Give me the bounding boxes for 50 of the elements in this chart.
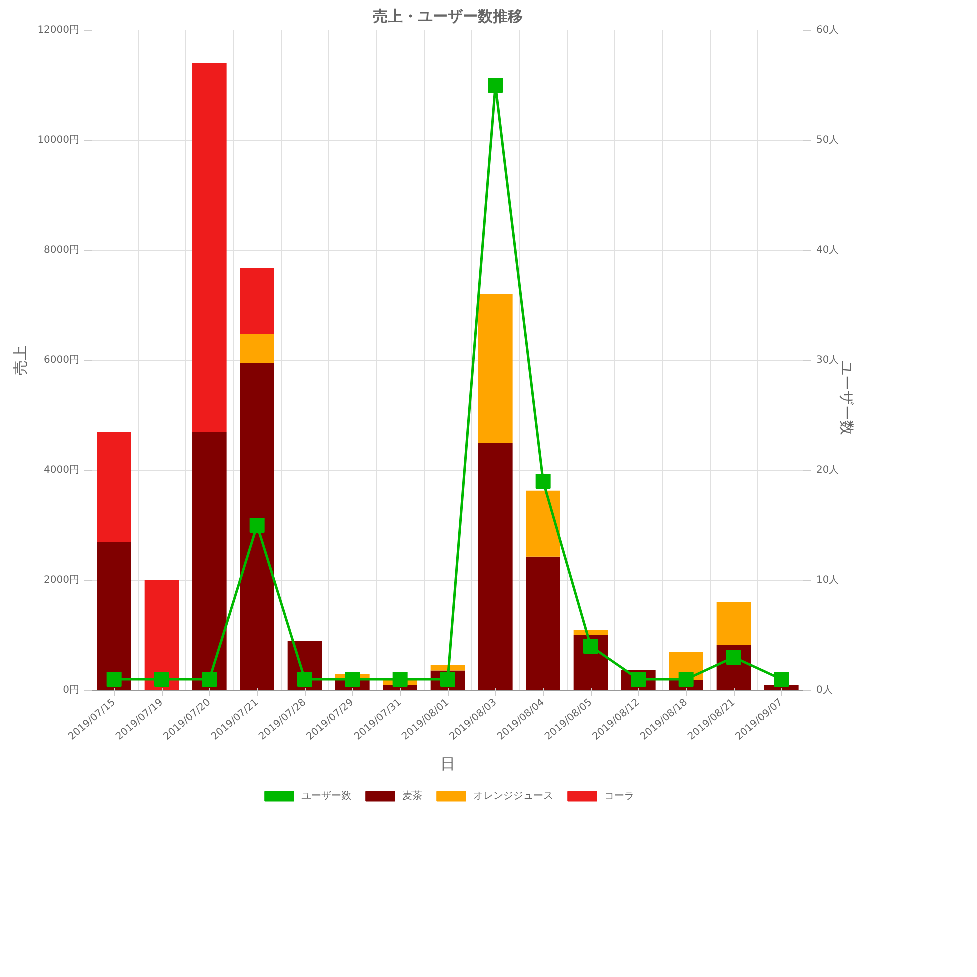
point — [298, 672, 312, 687]
bar — [478, 294, 513, 443]
bar — [192, 432, 227, 690]
point — [726, 650, 742, 665]
y-tick-label: 2000円 — [44, 575, 80, 586]
point — [202, 672, 218, 687]
point — [536, 474, 551, 489]
y2-tick-label: 40人 — [816, 245, 840, 256]
legend-label: 麦茶 — [402, 790, 422, 803]
bar — [526, 490, 560, 557]
point — [345, 672, 360, 687]
bar — [478, 443, 513, 690]
bar — [97, 542, 132, 690]
point — [250, 518, 265, 533]
legend-label: オレンジジュース — [474, 790, 554, 803]
point — [774, 672, 790, 687]
chart-title: 売上・ユーザー数推移 — [373, 8, 523, 26]
bar — [430, 665, 466, 671]
x-axis-title: 日 — [440, 755, 456, 774]
y-axis-title: 売上 — [12, 346, 30, 376]
bar — [192, 64, 227, 432]
point — [392, 672, 408, 687]
y-tick-label: 4000円 — [44, 465, 80, 476]
y-tick-label: 10000円 — [38, 135, 80, 146]
y2-tick-label: 30人 — [816, 355, 840, 366]
bar — [240, 268, 274, 334]
point — [584, 639, 598, 654]
legend-label: コーラ — [604, 790, 634, 803]
point — [488, 78, 504, 93]
point — [154, 672, 170, 687]
y2-tick-label: 50人 — [816, 135, 840, 146]
bar — [526, 556, 560, 690]
y-tick-label: 12000円 — [38, 25, 80, 36]
point — [106, 672, 122, 687]
bar — [574, 630, 608, 636]
y2-axis-title: ユーザー数 — [838, 360, 856, 436]
bar — [97, 432, 132, 542]
bar — [144, 580, 180, 690]
y2-tick-label: 0人 — [816, 685, 833, 696]
y2-tick-label: 10人 — [816, 575, 840, 586]
bar — [716, 602, 752, 646]
y-tick-label: 6000円 — [44, 355, 80, 366]
bar — [240, 334, 274, 364]
bar — [240, 363, 274, 690]
legend-label: ユーザー数 — [302, 790, 352, 803]
point — [678, 672, 694, 687]
y-tick-label: 0円 — [63, 685, 80, 696]
y2-tick-label: 60人 — [816, 25, 840, 36]
y2-tick-label: 20人 — [816, 465, 840, 476]
y-tick-label: 8000円 — [44, 245, 80, 256]
